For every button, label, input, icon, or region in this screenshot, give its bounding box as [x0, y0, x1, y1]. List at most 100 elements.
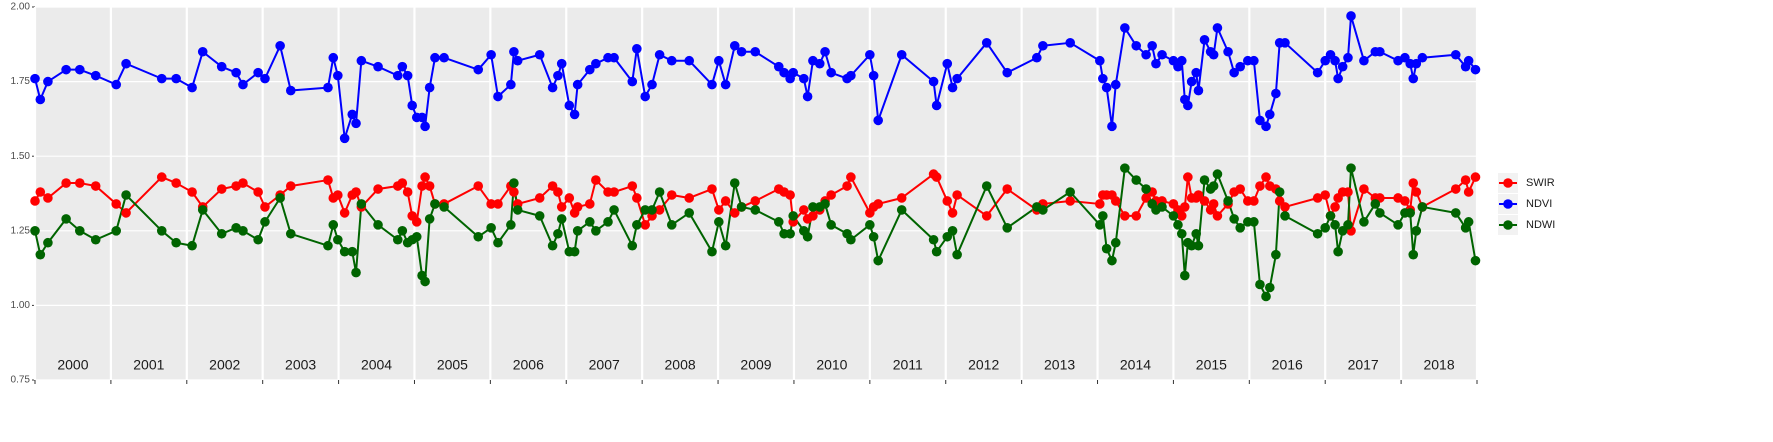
data-point [1098, 211, 1108, 221]
data-point [1359, 217, 1369, 227]
data-point [1173, 220, 1183, 230]
data-point [74, 64, 85, 75]
data-point [632, 220, 642, 230]
data-point [720, 79, 731, 90]
data-point [1249, 55, 1259, 66]
data-point [1261, 291, 1271, 302]
data-point [1463, 187, 1474, 197]
data-point [1343, 187, 1353, 197]
data-point [1408, 178, 1419, 188]
data-point [439, 202, 449, 212]
year-label: 2011 [893, 357, 923, 373]
data-point [397, 61, 408, 72]
data-point [1408, 249, 1419, 260]
data-point [952, 73, 962, 84]
legend-label: SWIR [1526, 177, 1555, 189]
data-point [952, 190, 962, 200]
data-point [1180, 202, 1190, 212]
data-point [1199, 175, 1210, 185]
year-label: 2008 [665, 357, 696, 373]
data-point [285, 85, 296, 96]
data-point [572, 79, 583, 90]
data-point [666, 190, 677, 200]
data-point [1168, 211, 1179, 221]
data-point [868, 70, 879, 81]
data-point [1255, 279, 1265, 290]
data-point [1411, 58, 1422, 69]
data-point [846, 172, 856, 182]
data-point [720, 240, 731, 251]
data-point [171, 73, 181, 84]
data-point [865, 220, 875, 230]
data-point [111, 226, 122, 236]
data-point [1147, 40, 1157, 51]
data-point [1337, 61, 1348, 72]
data-point [407, 100, 417, 111]
data-point [584, 199, 595, 209]
data-point [808, 202, 818, 212]
year-label: 2009 [740, 357, 771, 373]
data-point [1038, 205, 1048, 215]
data-point [333, 234, 343, 245]
data-point [1330, 55, 1340, 66]
data-point [512, 55, 523, 66]
data-point [1411, 226, 1422, 236]
data-point [873, 255, 883, 266]
data-point [1359, 184, 1369, 194]
year-label: 2001 [133, 357, 164, 373]
data-point [1255, 181, 1265, 191]
data-point [1101, 82, 1112, 93]
data-point [1330, 220, 1340, 230]
data-point [473, 64, 484, 75]
data-point [553, 70, 563, 81]
data-point [1417, 52, 1428, 63]
data-point [238, 79, 248, 90]
y-tick-label: 1.50 [11, 151, 31, 162]
data-point [842, 181, 852, 191]
data-point [785, 228, 795, 239]
data-point [928, 234, 939, 245]
data-point [333, 70, 343, 81]
data-point [1393, 220, 1403, 230]
data-point [1346, 163, 1356, 173]
data-point [420, 276, 430, 287]
data-point [351, 118, 361, 129]
data-point [1065, 196, 1076, 206]
data-point [473, 181, 484, 191]
data-point [1176, 228, 1187, 239]
data-point [411, 231, 422, 242]
data-point [564, 193, 575, 203]
year-label: 2003 [285, 357, 316, 373]
data-point [486, 49, 496, 60]
data-point [1151, 58, 1161, 69]
data-point [356, 55, 367, 66]
data-point [486, 199, 496, 209]
data-point [1095, 199, 1105, 209]
data-point [1271, 249, 1281, 260]
data-point [1101, 243, 1112, 254]
data-point [981, 38, 992, 48]
data-point [392, 234, 403, 245]
data-point [1110, 196, 1121, 206]
data-point [1261, 121, 1271, 132]
data-point [1183, 100, 1193, 111]
data-point [632, 193, 642, 203]
data-point [931, 172, 942, 182]
data-point [35, 249, 46, 260]
data-point [231, 67, 241, 78]
data-point [1235, 184, 1246, 194]
data-point [253, 234, 263, 245]
data-point [1223, 196, 1233, 206]
y-tick-label: 1.25 [11, 225, 31, 236]
data-point [1470, 255, 1481, 266]
data-point [1320, 223, 1331, 233]
year-label: 2017 [1348, 357, 1379, 373]
data-point [896, 193, 907, 203]
data-point [1312, 67, 1323, 78]
data-point [707, 246, 717, 257]
year-label: 2005 [437, 357, 468, 373]
data-point [121, 208, 131, 218]
data-point [1107, 121, 1117, 132]
data-point [1183, 172, 1193, 182]
